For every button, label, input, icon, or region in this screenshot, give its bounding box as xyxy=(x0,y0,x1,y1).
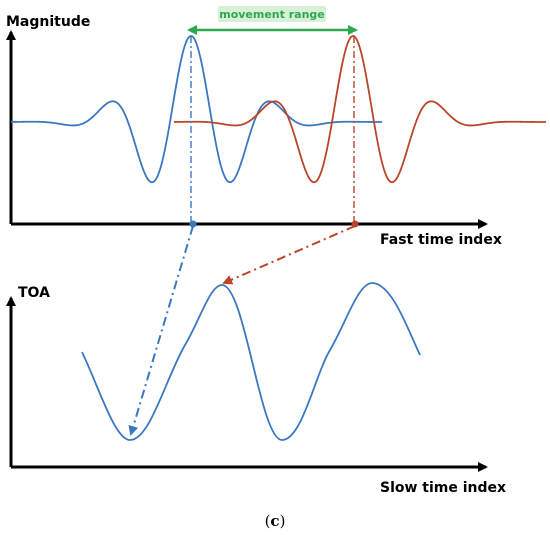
red-mapping-arrow xyxy=(222,225,356,285)
top-panel: Magnitude Fast time index movement range xyxy=(5,6,546,248)
range-label: movement range xyxy=(219,8,325,21)
bottom-y-axis-label: TOA xyxy=(18,285,50,301)
range-label-background xyxy=(218,6,326,22)
bottom-panel: TOA Slow time index xyxy=(5,282,506,496)
bottom-x-axis-label: Slow time index xyxy=(380,480,506,496)
red-echo-waveform xyxy=(173,35,546,184)
toa-curve xyxy=(81,282,421,441)
figure-caption: (c) xyxy=(265,512,286,530)
blue-peak-marker xyxy=(189,220,197,228)
top-y-axis-label: Magnitude xyxy=(6,14,90,30)
blue-echo-waveform xyxy=(10,35,382,184)
top-x-axis-label: Fast time index xyxy=(380,232,502,248)
blue-mapping-arrow xyxy=(128,225,194,436)
